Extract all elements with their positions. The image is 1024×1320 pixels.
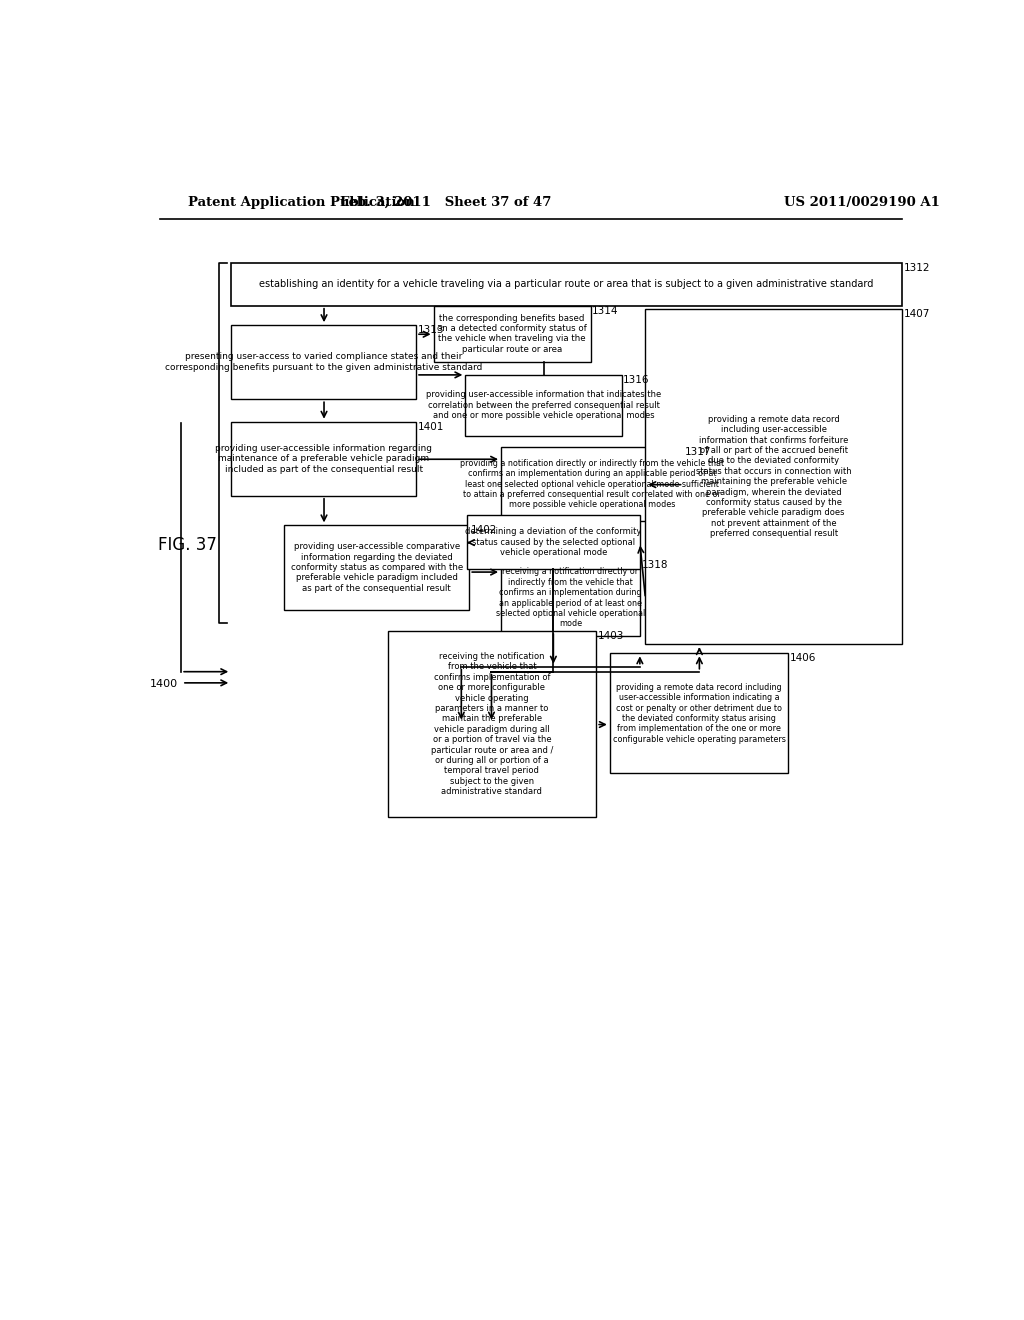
FancyBboxPatch shape	[387, 631, 596, 817]
FancyBboxPatch shape	[231, 325, 416, 399]
FancyBboxPatch shape	[501, 560, 640, 636]
Text: providing a notification directly or indirectly from the vehicle that
confirms a: providing a notification directly or ind…	[460, 459, 724, 510]
Text: 1400: 1400	[151, 678, 178, 689]
Text: FIG. 37: FIG. 37	[158, 536, 217, 553]
Text: 1401: 1401	[418, 421, 444, 432]
FancyBboxPatch shape	[231, 421, 416, 496]
Text: Feb. 3, 2011   Sheet 37 of 47: Feb. 3, 2011 Sheet 37 of 47	[340, 195, 551, 209]
Text: 1407: 1407	[904, 309, 931, 319]
FancyBboxPatch shape	[501, 447, 684, 521]
Text: providing user-accessible information that indicates the
correlation between the: providing user-accessible information th…	[426, 391, 662, 420]
Text: providing a remote data record including
user-accessible information indicating : providing a remote data record including…	[612, 682, 785, 744]
Text: 1403: 1403	[598, 631, 625, 642]
Text: establishing an identity for a vehicle traveling via a particular route or area : establishing an identity for a vehicle t…	[259, 280, 873, 289]
Text: Patent Application Publication: Patent Application Publication	[187, 195, 415, 209]
FancyBboxPatch shape	[433, 306, 591, 362]
Text: 1406: 1406	[790, 653, 816, 664]
Text: determining a deviation of the conformity
status caused by the selected optional: determining a deviation of the conformit…	[465, 527, 642, 557]
Text: 1318: 1318	[641, 560, 668, 570]
Text: providing user-accessible information regarding
maintenance of a preferable vehi: providing user-accessible information re…	[215, 444, 432, 474]
FancyBboxPatch shape	[645, 309, 902, 644]
Text: the corresponding benefits based
on a detected conformity status of
the vehicle : the corresponding benefits based on a de…	[437, 314, 587, 354]
FancyBboxPatch shape	[467, 515, 640, 569]
Text: US 2011/0029190 A1: US 2011/0029190 A1	[784, 195, 940, 209]
Text: 1316: 1316	[624, 375, 649, 385]
FancyBboxPatch shape	[465, 375, 622, 436]
Text: 1313: 1313	[418, 325, 444, 335]
Text: receiving the notification
from the vehicle that
confirms implementation of
one : receiving the notification from the vehi…	[431, 652, 553, 796]
Text: providing user-accessible comparative
information regarding the deviated
conform: providing user-accessible comparative in…	[291, 543, 463, 593]
Text: 1314: 1314	[592, 306, 618, 315]
Text: presenting user-access to varied compliance states and their
corresponding benef: presenting user-access to varied complia…	[165, 352, 482, 372]
FancyBboxPatch shape	[609, 653, 788, 774]
Text: receiving a notification directly or
indirectly from the vehicle that
confirms a: receiving a notification directly or ind…	[496, 568, 645, 628]
Text: 1317: 1317	[685, 447, 712, 457]
FancyBboxPatch shape	[285, 525, 469, 610]
Text: 1402: 1402	[471, 525, 498, 536]
Text: 1312: 1312	[904, 263, 931, 273]
FancyBboxPatch shape	[231, 263, 902, 306]
Text: providing a remote data record
including user-accessible
information that confir: providing a remote data record including…	[695, 414, 851, 539]
